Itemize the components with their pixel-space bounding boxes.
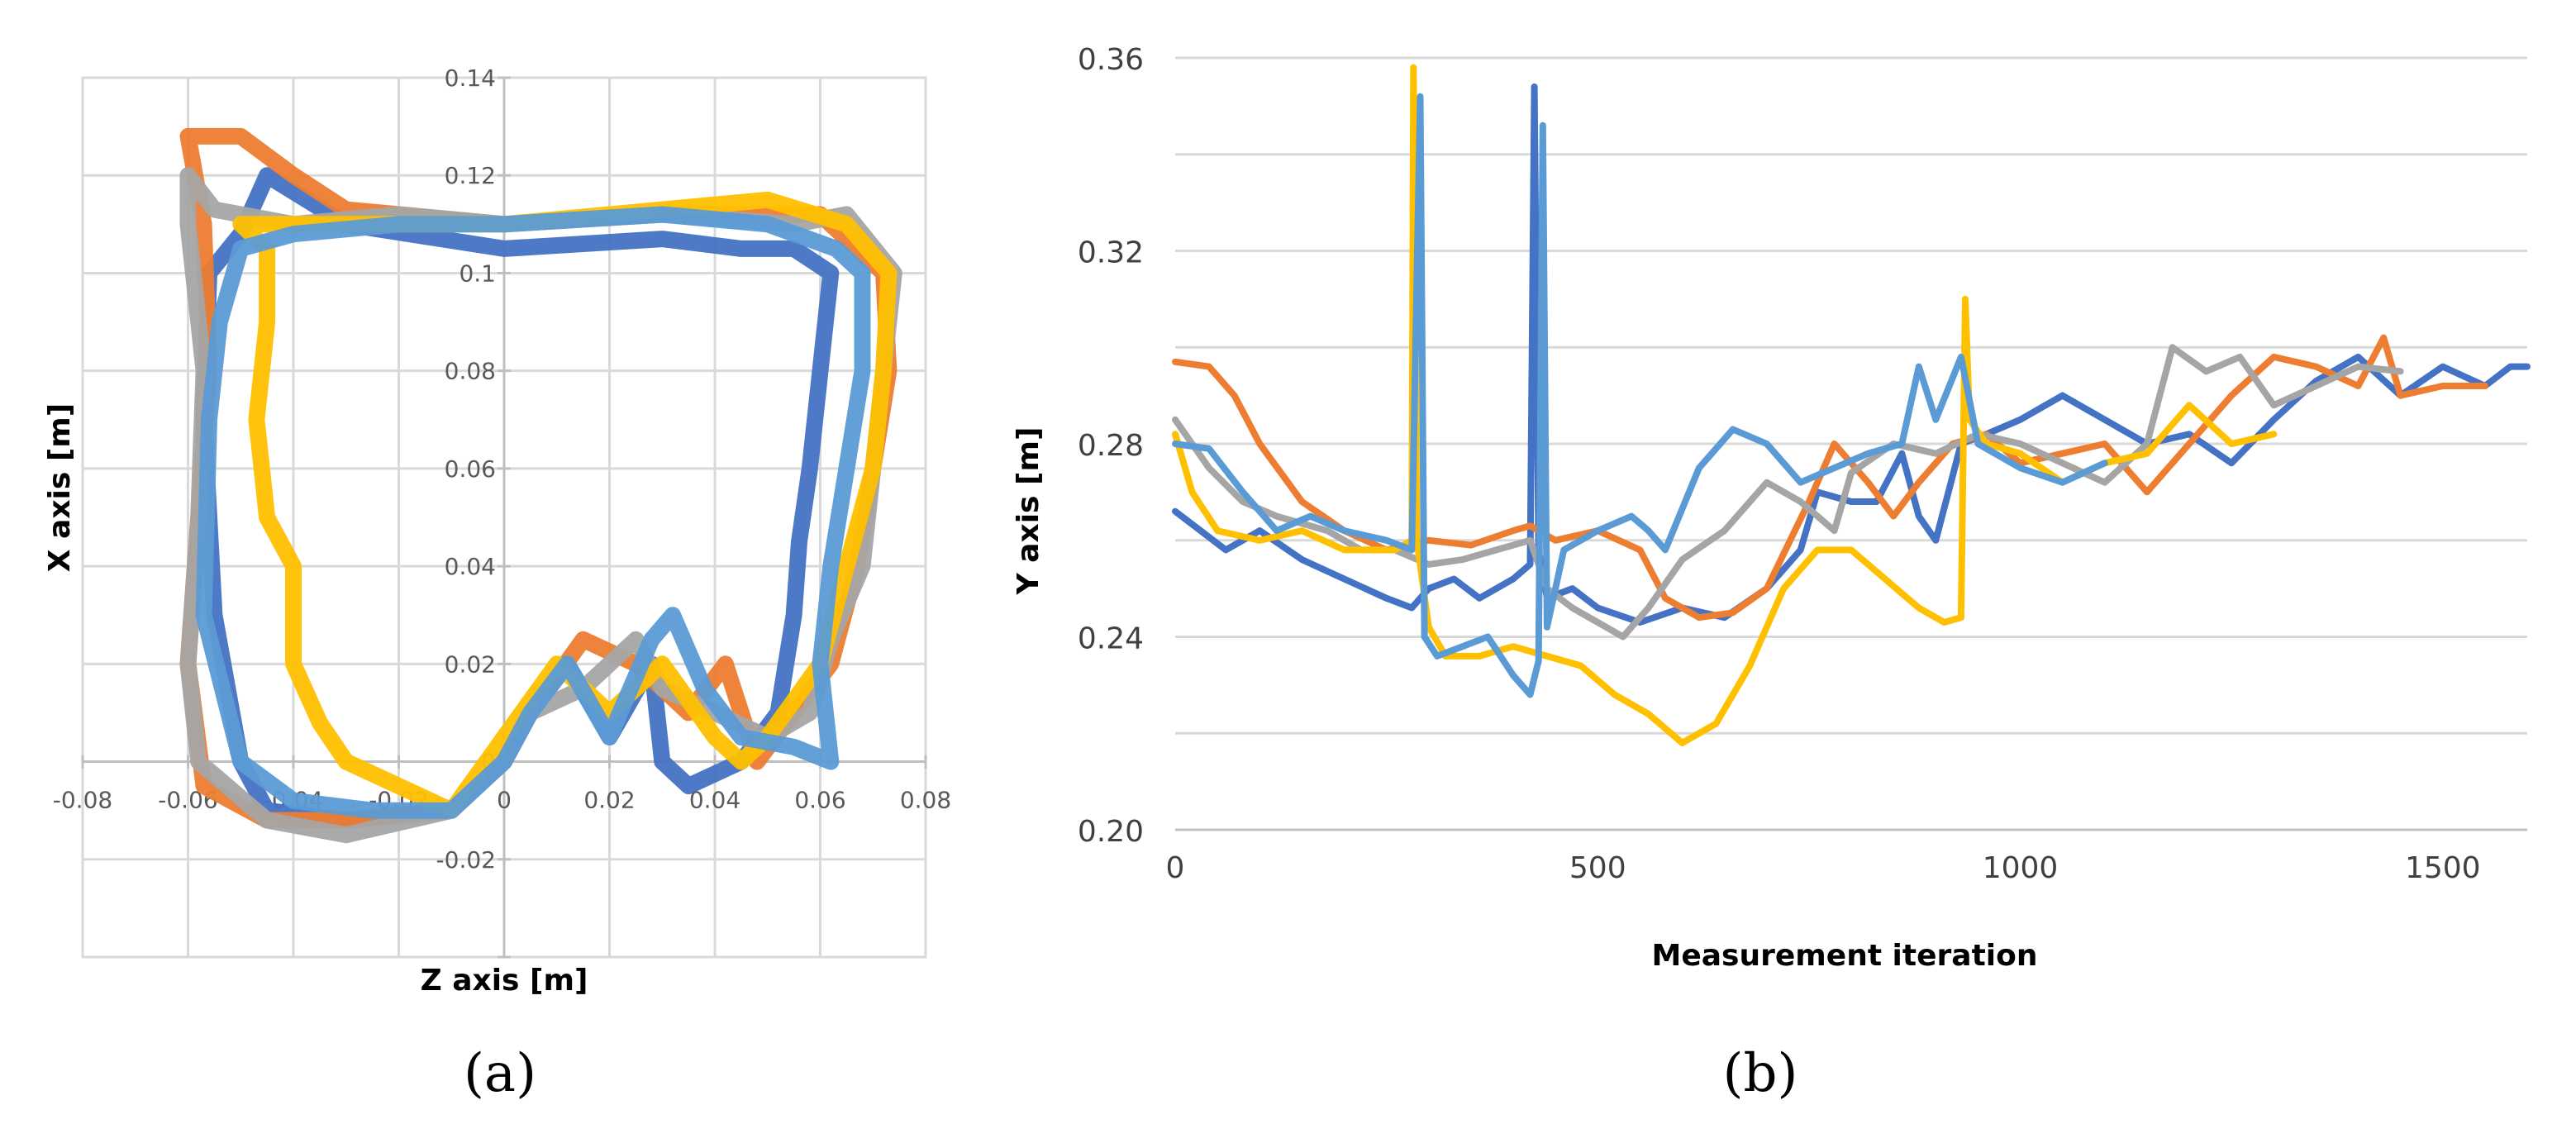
panel-b-x-tick-label: 500 [1569,851,1626,885]
panel-b-tick-labels: 0 500 1000 1500 0.20 0.24 0.28 0.32 0.36 [1078,43,2481,885]
panel-a-x-tick-label: 0.04 [689,787,740,814]
panel-b-series-5-line [1172,93,2108,698]
panel-a-x-tick-label: 0.06 [794,787,845,814]
panel-b-x-tick-label: 1500 [2405,851,2481,885]
panel-a-y-tick-label: 0.14 [445,64,496,92]
panel-b-x-axis-label: Measurement iteration [1652,939,2038,973]
panel-a-series-4-trajectory [232,191,898,819]
panel-b-y-tick-label: 0.32 [1078,236,1144,270]
panel-b-line-chart: 0 500 1000 1500 0.20 0.24 0.28 0.32 0.36 Measure… [1012,43,2531,1104]
panel-b-gridlines [1175,56,2527,831]
panel-b-x-tick-label: 1000 [1983,851,2059,885]
panel-a-y-tick-label: -0.02 [436,846,496,874]
panel-a-series-5-trajectory [195,206,871,819]
panel-a-y-tick-label: 0.1 [459,260,496,287]
panel-a-y-tick-label: 0.06 [445,455,496,483]
panel-b-series [1172,64,2531,746]
panel-b-series-1-line [1172,83,2531,626]
panel-a-scatter-chart: -0.08 -0.06 -0.04 -0.02 0 0.02 0.04 0.06 0.08-0.… [43,64,951,1104]
panel-a-y-tick-label: 0.02 [445,650,496,678]
panel-a-x-tick-label: 0 [497,787,512,814]
panel-a-y-tick-label: 0.08 [445,358,496,385]
panel-b-y-axis-label: Y axis [m] [1012,427,1045,596]
panel-b-y-tick-label: 0.28 [1078,429,1144,463]
panel-b-y-tick-label: 0.20 [1078,815,1144,849]
panel-b-x-tick-label: 0 [1166,851,1185,885]
panel-a-y-tick-label: 0.04 [445,553,496,580]
panel-a-caption: (a) [464,1043,536,1104]
panel-a-x-tick-label: -0.08 [53,787,112,814]
panel-a-y-tick-label: 0.12 [445,162,496,189]
panel-a-x-tick-label: 0.08 [900,787,951,814]
panel-a-x-tick-label: 0.02 [583,787,635,814]
panel-b-y-tick-label: 0.36 [1078,43,1144,77]
panel-b-y-tick-label: 0.24 [1078,622,1144,656]
panel-a-tick-labels: -0.08 -0.06 -0.04 -0.02 0 0.02 0.04 0.06 0.08-0.… [53,64,951,874]
panel-b-series-2-line [1172,334,2488,622]
panel-a-series [179,127,902,844]
panel-b-series-4-line [1172,64,2278,746]
panel-b-caption: (b) [1723,1043,1798,1104]
panel-a-y-axis-label: X axis [m] [43,403,77,573]
panel-b-series-3-line [1172,344,2404,641]
panel-a-x-axis-label: Z axis [m] [421,964,588,998]
